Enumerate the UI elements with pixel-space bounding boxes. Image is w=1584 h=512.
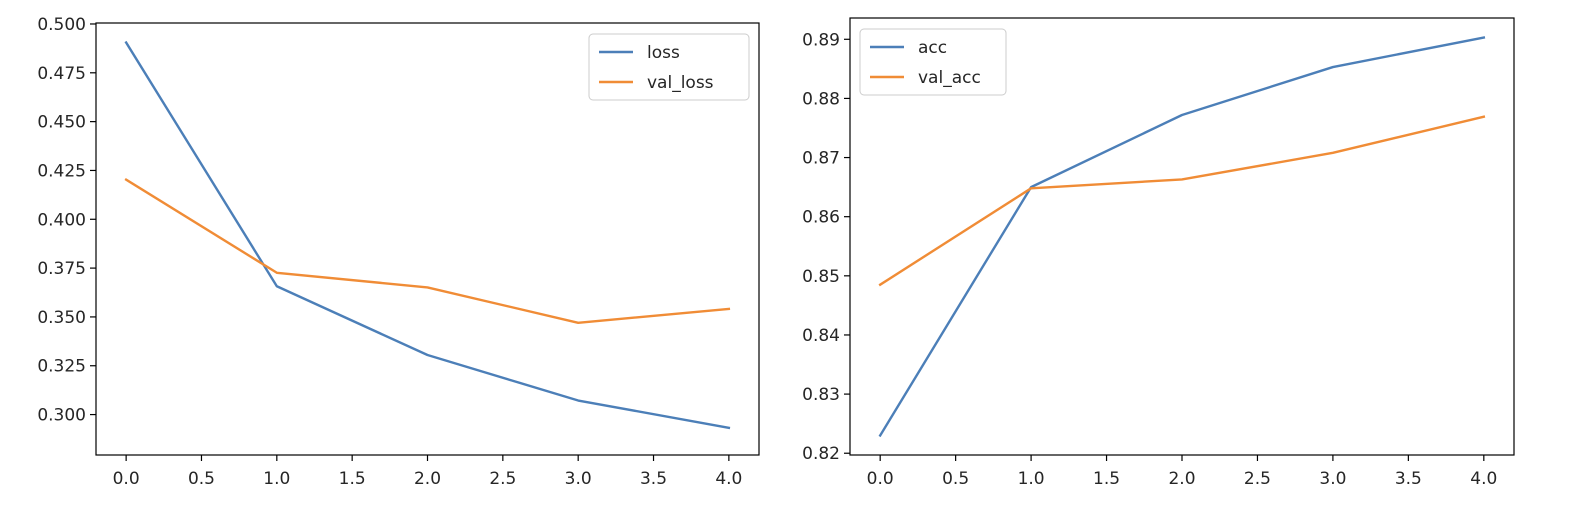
legend-label-val_acc: val_acc: [918, 68, 981, 88]
y-tick-label: 0.500: [37, 15, 86, 35]
x-tick-label: 3.0: [1319, 469, 1346, 489]
y-tick-label: 0.89: [802, 30, 840, 50]
legend-box: [588, 33, 750, 101]
y-tick-label: 0.400: [37, 210, 86, 230]
y-tick-label: 0.325: [37, 357, 86, 377]
x-tick-label: 1.5: [339, 469, 366, 489]
x-tick-label: 3.5: [1395, 469, 1422, 489]
y-tick-label: 0.83: [802, 385, 840, 405]
y-tick-label: 0.475: [37, 64, 86, 84]
x-tick-label: 0.5: [942, 469, 969, 489]
y-tick-label: 0.88: [802, 89, 840, 109]
y-tick-label: 0.300: [37, 406, 86, 426]
x-tick-label: 4.0: [1470, 469, 1497, 489]
y-tick-label: 0.375: [37, 259, 86, 279]
legend-label-acc: acc: [918, 38, 947, 58]
y-tick-label: 0.350: [37, 308, 86, 328]
legend: acc val_acc: [859, 28, 1007, 96]
x-tick-label: 0.0: [113, 469, 140, 489]
x-tick-label: 2.5: [489, 469, 516, 489]
x-tick-label: 3.5: [640, 469, 667, 489]
x-tick-label: 1.0: [263, 469, 290, 489]
accuracy-chart: 0.0 0.5 1.0 1.5 2.0 2.5 3.0 3.5 4.0 0.82 0.83 0.84 0…: [802, 17, 1515, 489]
x-tick-label: 1.5: [1093, 469, 1120, 489]
legend-label-val_loss: val_loss: [647, 73, 714, 93]
y-tick-label: 0.85: [802, 267, 840, 287]
x-tick-label: 2.0: [1168, 469, 1195, 489]
x-tick-label: 3.0: [565, 469, 592, 489]
y-tick-label: 0.425: [37, 161, 86, 181]
x-tick-label: 1.0: [1018, 469, 1045, 489]
y-tick-label: 0.450: [37, 113, 86, 133]
y-tick-label: 0.86: [802, 208, 840, 228]
x-tick-label: 0.0: [867, 469, 894, 489]
legend-label-loss: loss: [647, 43, 680, 63]
x-tick-label: 2.0: [414, 469, 441, 489]
series-line-val_loss: [124, 177, 731, 324]
x-tick-label: 2.5: [1244, 469, 1271, 489]
series-line-val_acc: [878, 115, 1486, 287]
series-line-acc: [878, 36, 1486, 438]
y-tick-label: 0.84: [802, 326, 840, 346]
loss-chart: 0.0 0.5 1.0 1.5 2.0 2.5 3.0 3.5 4.0 0.300 0.325 0.3…: [37, 15, 760, 489]
y-tick-label: 0.87: [802, 149, 840, 169]
legend: loss val_loss: [588, 33, 750, 101]
legend-box: [859, 28, 1007, 96]
x-tick-label: 0.5: [188, 469, 215, 489]
series-line-loss: [124, 40, 731, 430]
y-tick-label: 0.82: [802, 444, 840, 464]
x-tick-label: 4.0: [715, 469, 742, 489]
